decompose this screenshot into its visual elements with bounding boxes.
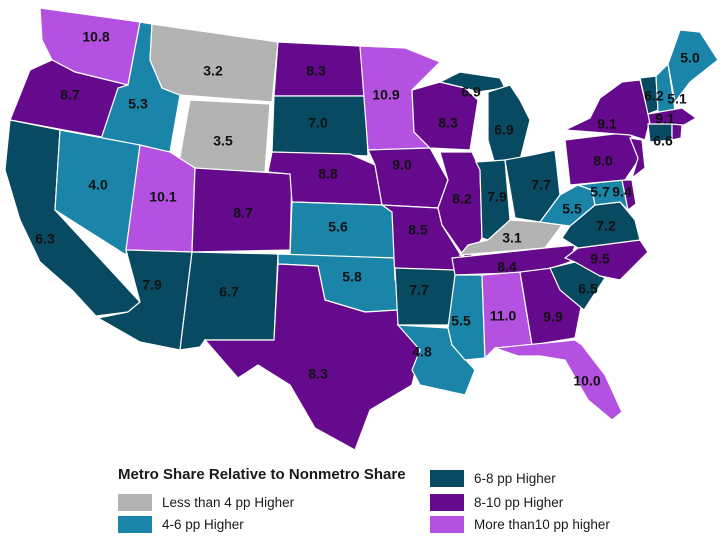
label-LA: 4.8 (412, 344, 432, 360)
label-WY: 3.5 (213, 133, 233, 149)
label-GA: 9.9 (543, 309, 563, 325)
label-VA: 7.2 (596, 218, 616, 234)
label-KS: 5.6 (328, 219, 348, 235)
label-CO: 8.7 (233, 205, 253, 221)
us-choropleth-map: 10.8 8.7 6.3 5.3 4.0 3.2 3.5 10.1 7.9 8.… (4, 7, 719, 451)
label-MD: 5.7 (590, 184, 610, 200)
label-MI: 6.9 (494, 122, 514, 138)
state-NM (179, 251, 279, 351)
map-legend: Metro Share Relative to Nonmetro Share L… (112, 462, 632, 538)
label-NM: 6.7 (219, 284, 239, 300)
label-MO: 8.5 (408, 222, 428, 238)
state-MI (487, 84, 531, 169)
label-WI: 8.3 (438, 115, 458, 131)
label-KY: 3.1 (502, 230, 522, 246)
state-NJ (629, 137, 646, 180)
legend-label: 8-10 pp Higher (474, 494, 564, 510)
label-NE: 8.8 (318, 166, 338, 182)
legend-swatch (430, 469, 464, 487)
label-OK: 5.8 (342, 269, 362, 285)
legend-swatch (118, 515, 152, 533)
label-IL: 8.2 (452, 191, 472, 207)
label-IN: 7.9 (487, 189, 507, 205)
label-MN: 10.9 (372, 87, 399, 103)
label-DE: 9.4 (612, 184, 632, 200)
state-MA (647, 107, 698, 126)
label-UP: 6.9 (461, 84, 481, 100)
legend-item-less-than-4: Less than 4 pp Higher (118, 492, 294, 512)
label-PA: 8.0 (593, 153, 613, 169)
label-MT: 3.2 (203, 63, 223, 79)
label-IA: 9.0 (392, 157, 412, 173)
label-MS: 5.5 (451, 313, 471, 329)
label-AL: 11.0 (490, 308, 517, 324)
legend-item-6-to-8: 6-8 pp Higher (430, 468, 556, 488)
state-FL (494, 339, 623, 421)
label-SC: 6.5 (578, 281, 598, 297)
label-NV: 4.0 (88, 177, 108, 193)
state-SC (549, 261, 606, 311)
label-NC: 9.5 (590, 251, 610, 267)
label-WA: 10.8 (82, 29, 109, 45)
label-SD: 7.0 (308, 115, 328, 131)
label-CT: 6.6 (653, 133, 673, 149)
label-TX: 8.3 (308, 366, 328, 382)
state-SD (271, 95, 369, 157)
label-AZ: 7.9 (142, 277, 162, 293)
label-ME: 5.0 (680, 50, 700, 66)
state-RI (671, 123, 683, 141)
label-VT: 6.2 (644, 88, 664, 104)
legend-label: 4-6 pp Higher (162, 516, 244, 532)
legend-swatch (118, 493, 152, 511)
legend-item-more-than-10: More than10 pp higher (430, 514, 610, 534)
label-MA: 9.1 (655, 111, 675, 127)
label-CA: 6.3 (35, 231, 55, 247)
label-NY: 9.1 (597, 116, 617, 132)
legend-label: 6-8 pp Higher (474, 470, 556, 486)
legend-item-8-to-10: 8-10 pp Higher (430, 492, 563, 512)
label-OH: 7.7 (531, 177, 551, 193)
label-AR: 7.7 (409, 282, 429, 298)
label-ID: 5.3 (128, 96, 148, 112)
label-WV: 5.5 (562, 201, 582, 217)
label-ND: 8.3 (306, 63, 326, 79)
label-TN: 8.4 (497, 259, 517, 275)
legend-swatch (430, 515, 464, 533)
state-ME (667, 29, 719, 104)
state-DE (621, 179, 637, 212)
state-NV (54, 129, 141, 257)
legend-label: Less than 4 pp Higher (162, 494, 295, 510)
legend-title: Metro Share Relative to Nonmetro Share (118, 466, 406, 483)
legend-label: More than10 pp higher (474, 516, 610, 532)
label-UT: 10.1 (149, 189, 176, 205)
label-OR: 8.7 (60, 87, 80, 103)
label-NH: 5.1 (667, 91, 687, 107)
label-FL: 10.0 (573, 373, 600, 389)
legend-swatch (430, 493, 464, 511)
legend-item-4-to-6: 4-6 pp Higher (118, 514, 244, 534)
state-TX (203, 263, 421, 451)
